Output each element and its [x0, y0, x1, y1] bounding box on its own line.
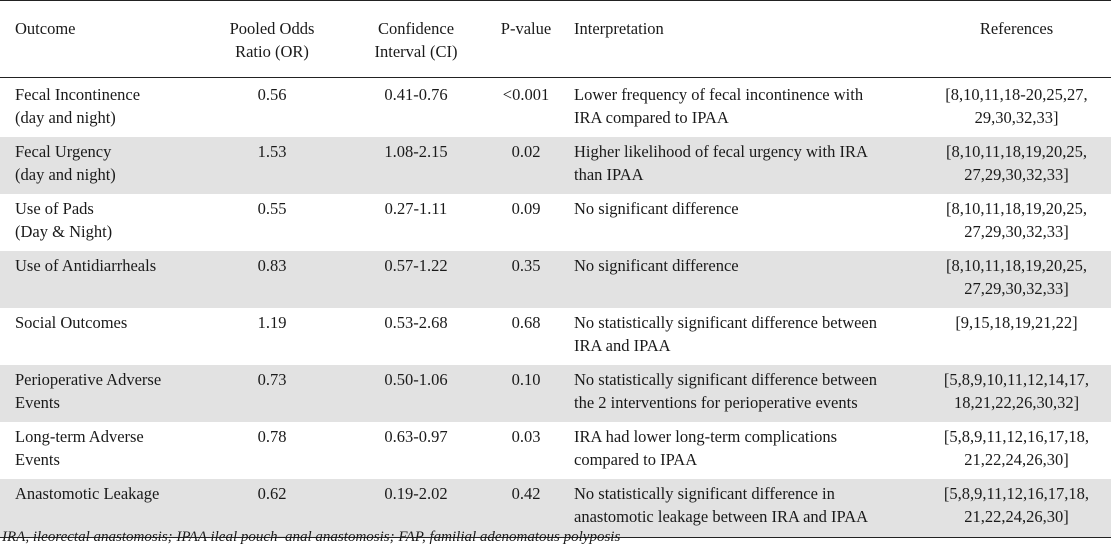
- table-row: Anastomotic Leakage 0.62 0.19-2.02 0.42 …: [0, 479, 1111, 538]
- cell-confidence-interval: 0.57-1.22: [384, 256, 448, 275]
- cell-interpretation: No statistically significant difference …: [574, 370, 878, 412]
- results-table-container: Outcome Pooled Odds Ratio (OR) Confidenc…: [0, 0, 1111, 538]
- cell-odds-ratio: 0.62: [257, 484, 287, 503]
- table-header: Outcome Pooled Odds Ratio (OR) Confidenc…: [0, 0, 1111, 78]
- table-row: Fecal Urgency (day and night) 1.53 1.08-…: [0, 137, 1111, 194]
- cell-p-value: <0.001: [502, 85, 550, 104]
- header-confidence-interval: Confidence Interval (CI): [374, 19, 458, 61]
- cell-odds-ratio: 0.73: [257, 370, 287, 389]
- cell-references: [8,10,11,18,19,20,25, 27,29,30,32,33]: [945, 199, 1087, 241]
- cell-confidence-interval: 0.27-1.11: [384, 199, 448, 218]
- cell-outcome: Social Outcomes: [15, 313, 128, 332]
- cell-confidence-interval: 1.08-2.15: [384, 142, 448, 161]
- cell-outcome: Perioperative Adverse Events: [15, 370, 162, 412]
- cell-references: [8,10,11,18,19,20,25, 27,29,30,32,33]: [945, 256, 1087, 298]
- cell-confidence-interval: 0.19-2.02: [384, 484, 448, 503]
- cell-odds-ratio: 0.55: [257, 199, 287, 218]
- cell-outcome: Long-term Adverse Events: [15, 427, 144, 469]
- cell-p-value: 0.02: [511, 142, 541, 161]
- cell-references: [8,10,11,18,19,20,25, 27,29,30,32,33]: [945, 142, 1087, 184]
- cell-interpretation: No significant difference: [574, 199, 739, 218]
- table-row: Perioperative Adverse Events 0.73 0.50-1…: [0, 365, 1111, 422]
- table-row: Social Outcomes 1.19 0.53-2.68 0.68 No s…: [0, 308, 1111, 365]
- results-table: Outcome Pooled Odds Ratio (OR) Confidenc…: [0, 0, 1111, 538]
- cell-confidence-interval: 0.41-0.76: [384, 85, 448, 104]
- cell-outcome: Fecal Urgency (day and night): [15, 142, 116, 184]
- cell-references: [5,8,9,11,12,16,17,18, 21,22,24,26,30]: [943, 484, 1090, 526]
- cell-odds-ratio: 0.78: [257, 427, 287, 446]
- header-pooled-odds-ratio: Pooled Odds Ratio (OR): [229, 19, 315, 61]
- cell-confidence-interval: 0.53-2.68: [384, 313, 448, 332]
- cell-references: [5,8,9,11,12,16,17,18, 21,22,24,26,30]: [943, 427, 1090, 469]
- cell-interpretation: No significant difference: [574, 256, 739, 275]
- table-row: Use of Antidiarrheals 0.83 0.57-1.22 0.3…: [0, 251, 1111, 308]
- cell-references: [5,8,9,10,11,12,14,17, 18,21,22,26,30,32…: [943, 370, 1090, 412]
- cell-outcome: Use of Antidiarrheals: [15, 256, 157, 275]
- header-references: References: [979, 19, 1054, 38]
- table-row: Use of Pads (Day & Night) 0.55 0.27-1.11…: [0, 194, 1111, 251]
- cell-interpretation: No statistically significant difference …: [574, 313, 878, 355]
- cell-references: [8,10,11,18-20,25,27, 29,30,32,33]: [945, 85, 1088, 127]
- header-row: Outcome Pooled Odds Ratio (OR) Confidenc…: [0, 0, 1111, 78]
- table-body: Fecal Incontinence (day and night) 0.56 …: [0, 78, 1111, 538]
- cell-interpretation: IRA had lower long-term complications co…: [574, 427, 838, 469]
- cell-references: [9,15,18,19,21,22]: [955, 313, 1078, 332]
- cell-confidence-interval: 0.50-1.06: [384, 370, 448, 389]
- cell-p-value: 0.03: [511, 427, 541, 446]
- cell-outcome: Anastomotic Leakage: [15, 484, 160, 503]
- cell-odds-ratio: 1.53: [257, 142, 287, 161]
- table-footnote: IRA, ileorectal anastomosis; IPAA ileal …: [2, 529, 621, 545]
- table-row: Fecal Incontinence (day and night) 0.56 …: [0, 78, 1111, 138]
- cell-odds-ratio: 1.19: [257, 313, 287, 332]
- cell-interpretation: Lower frequency of fecal incontinence wi…: [574, 85, 864, 127]
- cell-odds-ratio: 0.56: [257, 85, 287, 104]
- header-interpretation: Interpretation: [574, 19, 664, 38]
- header-outcome: Outcome: [15, 19, 76, 38]
- table-row: Long-term Adverse Events 0.78 0.63-0.97 …: [0, 422, 1111, 479]
- cell-outcome: Fecal Incontinence (day and night): [15, 85, 141, 127]
- cell-p-value: 0.35: [511, 256, 541, 275]
- header-p-value: P-value: [500, 19, 552, 38]
- cell-confidence-interval: 0.63-0.97: [384, 427, 448, 446]
- cell-p-value: 0.09: [511, 199, 541, 218]
- cell-p-value: 0.68: [511, 313, 541, 332]
- cell-p-value: 0.10: [511, 370, 541, 389]
- cell-interpretation: No statistically significant difference …: [574, 484, 869, 526]
- cell-interpretation: Higher likelihood of fecal urgency with …: [574, 142, 868, 184]
- cell-outcome: Use of Pads (Day & Night): [15, 199, 113, 241]
- cell-odds-ratio: 0.83: [257, 256, 287, 275]
- cell-p-value: 0.42: [511, 484, 541, 503]
